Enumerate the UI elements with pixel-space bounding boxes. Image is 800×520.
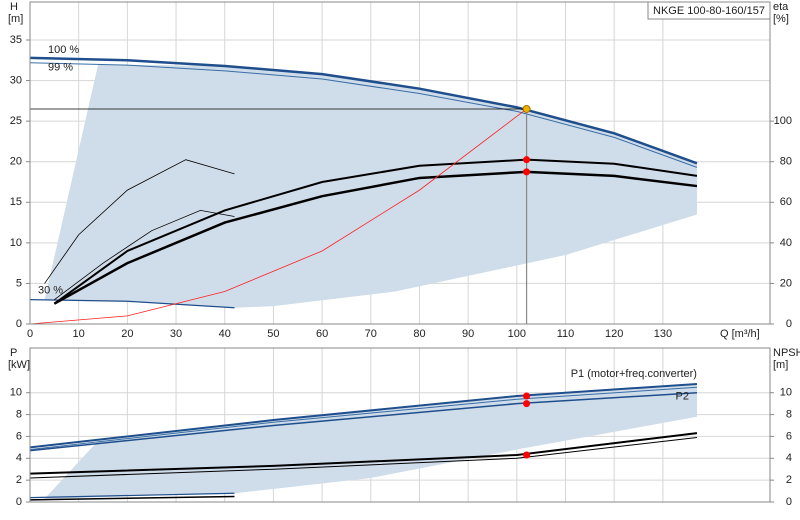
x-tick-label: 50	[267, 328, 279, 340]
y-tick-label: 30	[10, 74, 22, 86]
x-tick-label: 80	[413, 328, 425, 340]
y-tick-label: 20	[10, 156, 22, 168]
curve	[44, 159, 235, 284]
x-axis-label: Q [m³/h]	[720, 328, 760, 340]
curve	[29, 495, 235, 501]
curve-label: P2	[676, 391, 689, 403]
duty-point	[523, 451, 531, 459]
curve	[29, 62, 698, 168]
y2-tick-label: 0	[786, 318, 792, 330]
y2-axis-unit: [m]	[773, 359, 788, 371]
curve	[29, 437, 698, 479]
curve	[53, 158, 698, 305]
x-tick-label: 10	[73, 328, 85, 340]
y2-tick-label: 8	[786, 408, 792, 420]
y-tick-label: 2	[16, 474, 22, 486]
duty-point	[523, 392, 531, 400]
x-tick-label: 20	[121, 328, 133, 340]
curve	[29, 56, 698, 165]
plot-frame	[29, 347, 771, 503]
x-tick-label: 70	[365, 328, 377, 340]
x-tick-label: 30	[170, 328, 182, 340]
y-tick-label: 15	[10, 196, 22, 208]
y2-tick-label: 10	[780, 387, 792, 399]
y-axis-label: P	[10, 347, 17, 359]
curve	[29, 382, 698, 449]
y2-tick-label: 6	[786, 430, 792, 442]
y-axis-label: H	[10, 1, 18, 13]
duty-point	[523, 168, 531, 176]
curve	[29, 432, 698, 475]
y2-tick-label: 40	[780, 237, 792, 249]
y-tick-label: 5	[16, 277, 22, 289]
x-tick-label: 130	[654, 328, 672, 340]
y2-axis-label: eta	[773, 1, 789, 13]
y-tick-label: 35	[10, 34, 22, 46]
title-box	[647, 1, 771, 20]
duty-point	[523, 156, 531, 164]
x-tick-label: 100	[508, 328, 526, 340]
y-tick-label: 4	[16, 452, 22, 464]
plot-frame	[29, 1, 771, 325]
curve	[29, 492, 235, 499]
curve-label: 100 %	[48, 44, 79, 56]
curve	[29, 386, 698, 451]
y2-tick-label: 0	[786, 496, 792, 508]
duty-point	[523, 400, 531, 408]
y-tick-label: 10	[10, 387, 22, 399]
y-tick-label: 6	[16, 430, 22, 442]
y-tick-label: 0	[16, 318, 22, 330]
curve	[53, 170, 698, 305]
y-axis-unit: [kW]	[8, 359, 30, 371]
curve	[54, 209, 235, 300]
chart-title: NKGE 100-80-160/157	[653, 5, 765, 17]
y-axis-unit: [m]	[8, 13, 23, 25]
curve	[29, 391, 698, 452]
y2-tick-label: 20	[780, 277, 792, 289]
duty-point	[522, 104, 531, 113]
y2-tick-label: 2	[786, 474, 792, 486]
y-tick-label: 25	[10, 115, 22, 127]
x-tick-label: 60	[316, 328, 328, 340]
y2-tick-label: 100	[774, 115, 792, 127]
curve-label: 30 %	[38, 285, 63, 297]
x-tick-label: 0	[27, 328, 33, 340]
x-tick-label: 90	[462, 328, 474, 340]
y-tick-label: 0	[16, 496, 22, 508]
y2-axis-unit: [%]	[773, 13, 789, 25]
x-tick-label: 120	[605, 328, 623, 340]
curve-label: 99 %	[48, 62, 73, 74]
x-tick-label: 110	[557, 328, 575, 340]
x-tick-label: 40	[219, 328, 231, 340]
y-tick-label: 8	[16, 408, 22, 420]
y2-tick-label: 60	[780, 196, 792, 208]
curve	[29, 108, 527, 325]
y2-axis-label: NPSH	[773, 347, 800, 359]
y2-tick-label: 4	[786, 452, 792, 464]
curve-label: P1 (motor+freq.converter)	[571, 368, 697, 380]
operating-range	[44, 383, 697, 499]
y-tick-label: 10	[10, 237, 22, 249]
y2-tick-label: 80	[780, 156, 792, 168]
